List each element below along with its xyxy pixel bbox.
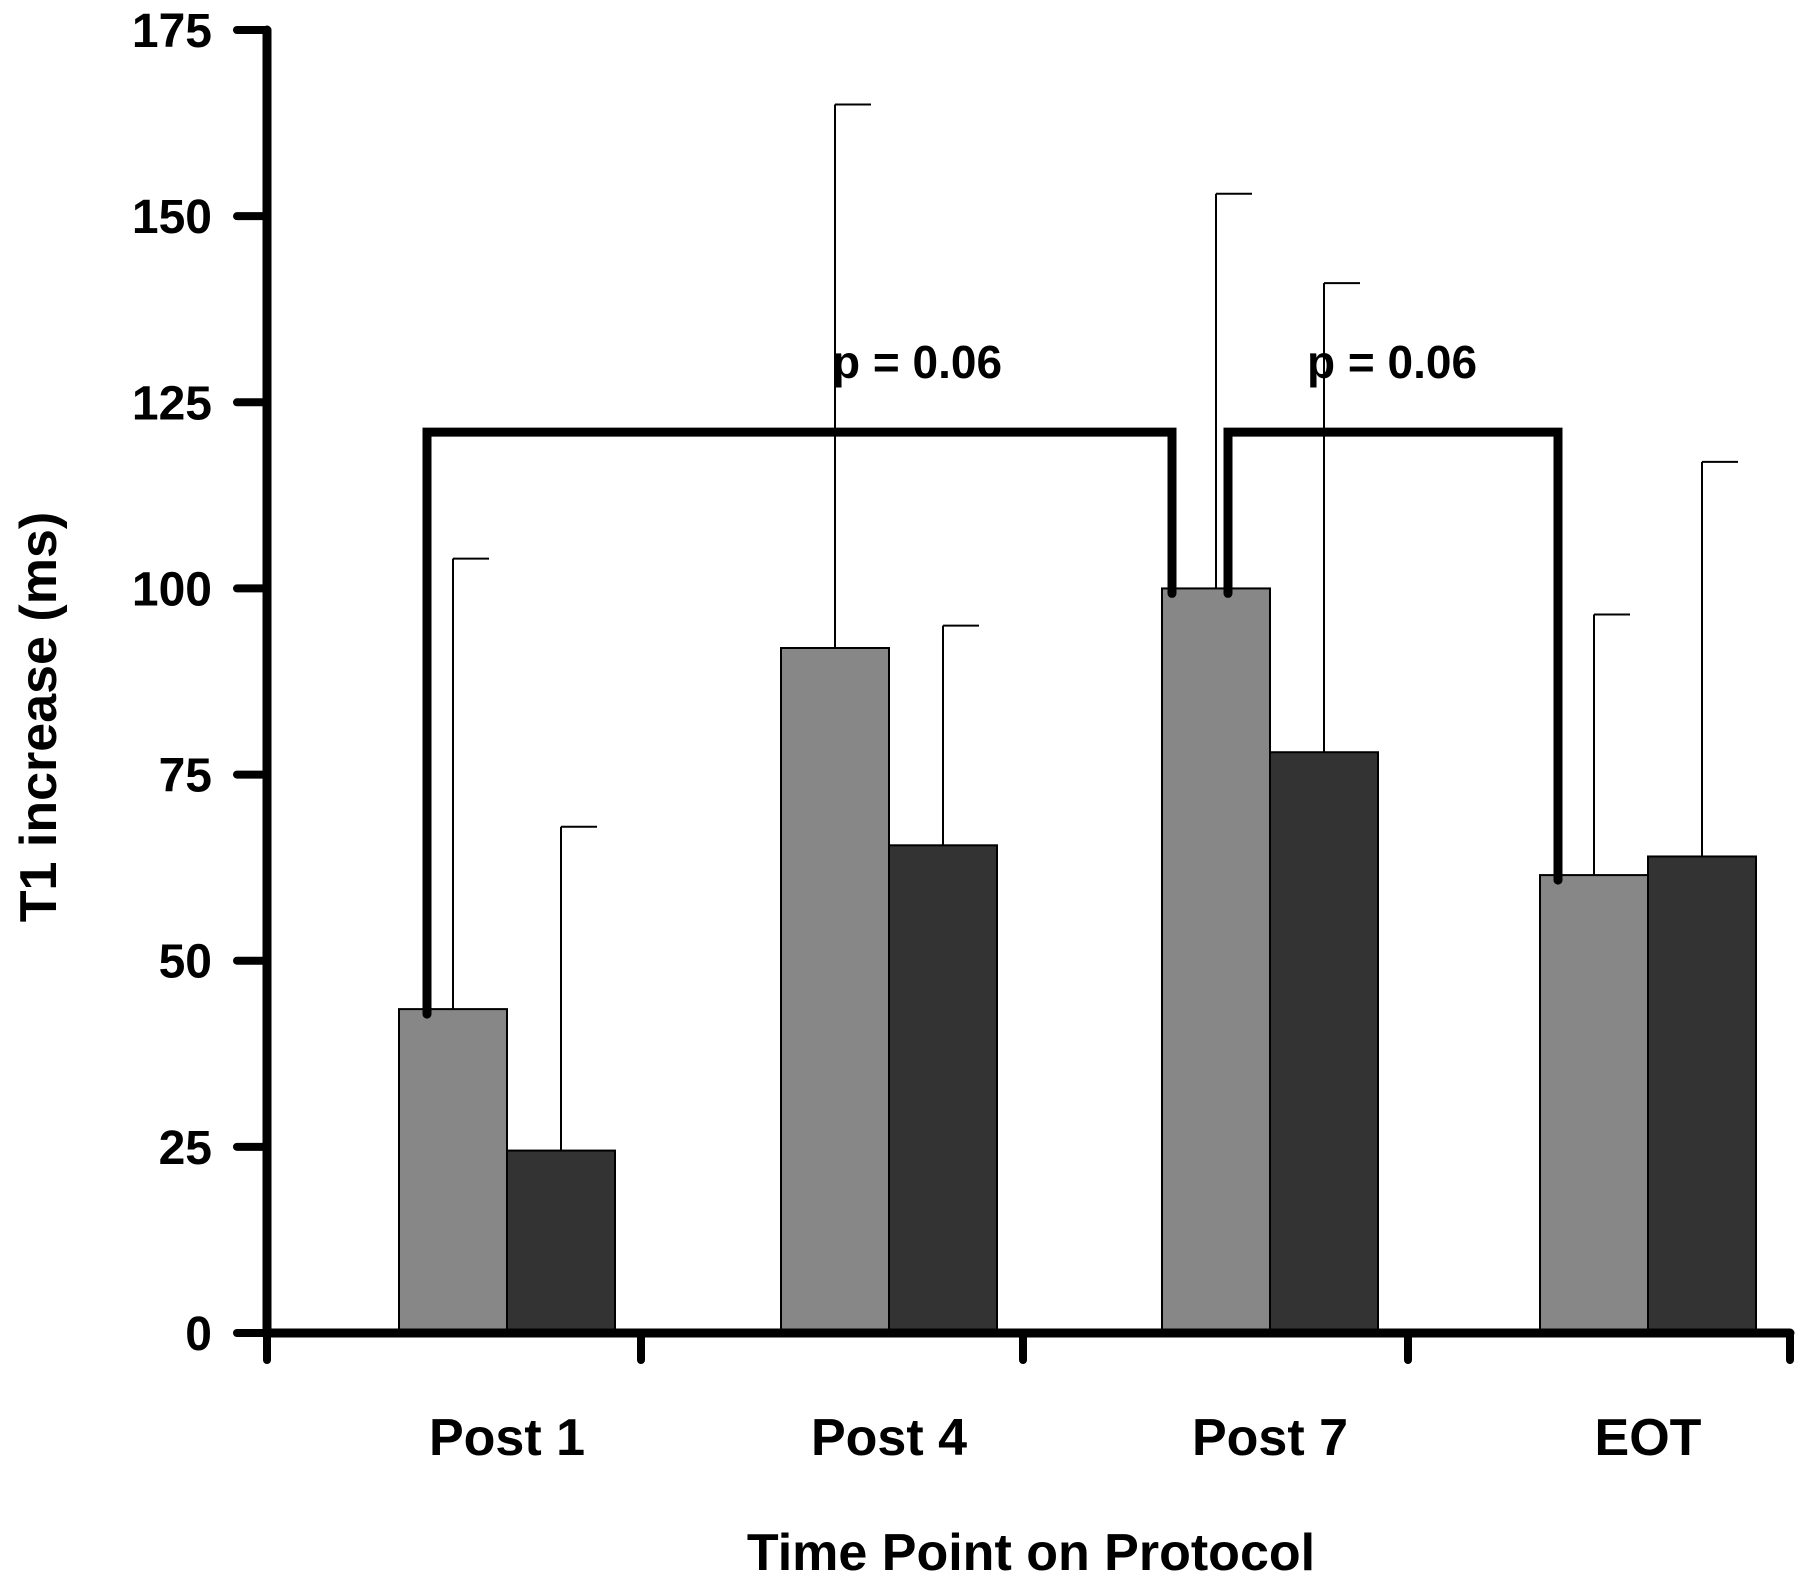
y-tick-label-75: 75 bbox=[159, 750, 212, 803]
bar-eot-series-1 bbox=[1539, 874, 1649, 1334]
y-tick-label-175: 175 bbox=[132, 5, 212, 58]
error-bar-eot-series-2 bbox=[1701, 460, 1738, 857]
significance-bracket-2 bbox=[1223, 427, 1563, 885]
x-category-label-post-7: Post 7 bbox=[1192, 1409, 1348, 1467]
y-tick-label-25: 25 bbox=[159, 1122, 212, 1175]
significance-label-1: p = 0.06 bbox=[832, 336, 1002, 388]
bar-post-4-series-2 bbox=[888, 844, 998, 1334]
y-tick-label-100: 100 bbox=[132, 563, 212, 616]
bar-post-1-series-2 bbox=[506, 1149, 616, 1334]
bars-layer bbox=[398, 587, 1757, 1335]
x-axis-title: Time Point on Protocol bbox=[747, 1524, 1315, 1582]
error-bars-layer bbox=[452, 103, 1738, 1151]
y-axis-title: T1 increase (ms) bbox=[10, 512, 68, 922]
bar-post-7-series-2 bbox=[1269, 751, 1379, 1334]
error-bar-post-1-series-1 bbox=[452, 557, 489, 1010]
bar-post-7-series-1 bbox=[1161, 587, 1271, 1334]
bar-eot-series-2 bbox=[1647, 855, 1757, 1335]
error-bar-post-1-series-2 bbox=[560, 825, 597, 1151]
x-category-label-post-1: Post 1 bbox=[429, 1409, 585, 1467]
error-bar-eot-series-1 bbox=[1593, 613, 1630, 876]
axes-layer bbox=[233, 25, 1795, 1364]
y-tick-label-50: 50 bbox=[159, 936, 212, 989]
y-tick-label-0: 0 bbox=[185, 1308, 212, 1361]
labels-layer: 0 25 50 75 100 125 150 175 Post 1 Post 4 Post 7 EOT bbox=[132, 5, 1702, 1467]
error-bar-post-7-series-1 bbox=[1215, 192, 1252, 589]
bar-post-4-series-1 bbox=[780, 646, 890, 1334]
y-tick-label-125: 125 bbox=[132, 377, 212, 430]
x-category-label-post-4: Post 4 bbox=[811, 1409, 967, 1467]
significance-label-2: p = 0.06 bbox=[1307, 336, 1477, 388]
x-category-label-eot: EOT bbox=[1595, 1409, 1702, 1467]
error-bar-post-4-series-2 bbox=[942, 624, 979, 846]
bar-post-1-series-1 bbox=[398, 1008, 508, 1335]
significance-brackets-layer: p = 0.06 p = 0.06 bbox=[422, 336, 1563, 1019]
y-tick-label-150: 150 bbox=[132, 191, 212, 244]
error-bar-post-4-series-1 bbox=[834, 103, 871, 648]
error-bar-post-7-series-2 bbox=[1323, 282, 1360, 753]
significance-bracket-1 bbox=[422, 427, 1177, 1019]
